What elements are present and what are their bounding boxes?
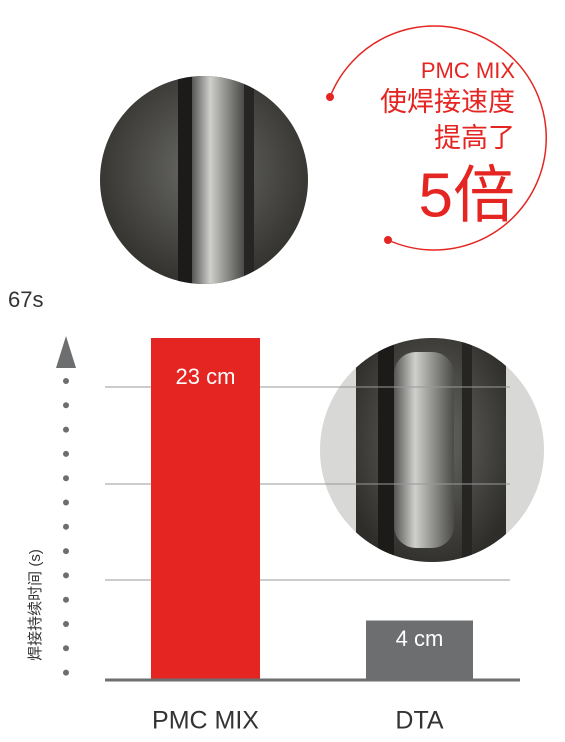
- axis-dot: [63, 475, 69, 482]
- axis-dot: [63, 499, 69, 506]
- axis-dots: [63, 378, 69, 676]
- callout-text: 使焊接速度: [380, 87, 515, 117]
- callout-dot: [384, 236, 392, 244]
- callout-text: 提高了: [434, 123, 515, 153]
- x-tick-label: DTA: [395, 707, 443, 735]
- axis-dot: [63, 669, 69, 676]
- callout-text: PMC MIX: [421, 58, 515, 83]
- axis-dot: [63, 645, 69, 652]
- callout-text: 5倍: [419, 161, 515, 230]
- callout-arc: [329, 25, 547, 251]
- axis-dot: [63, 402, 69, 409]
- value-label: 23 cm: [176, 364, 236, 389]
- y-axis-label: 焊接持续时间 (s): [27, 549, 44, 661]
- axis-dot: [63, 378, 69, 384]
- axis-dot: [63, 523, 69, 530]
- bar: [151, 338, 260, 680]
- axis-dot: [63, 426, 69, 433]
- axis-dot: [63, 450, 69, 457]
- axis-dot: [63, 596, 69, 603]
- axis-dot: [63, 572, 69, 579]
- weld-photo: [100, 76, 308, 284]
- x-tick-label: PMC MIX: [152, 707, 259, 735]
- callout-dot: [326, 93, 334, 101]
- axis-arrow: [56, 336, 76, 368]
- axis-top-label: 67s: [8, 287, 43, 312]
- value-label: 4 cm: [396, 626, 444, 651]
- bar: [366, 620, 473, 680]
- axis-dot: [63, 621, 69, 627]
- axis-dot: [63, 548, 69, 555]
- weld-photo: [320, 338, 544, 562]
